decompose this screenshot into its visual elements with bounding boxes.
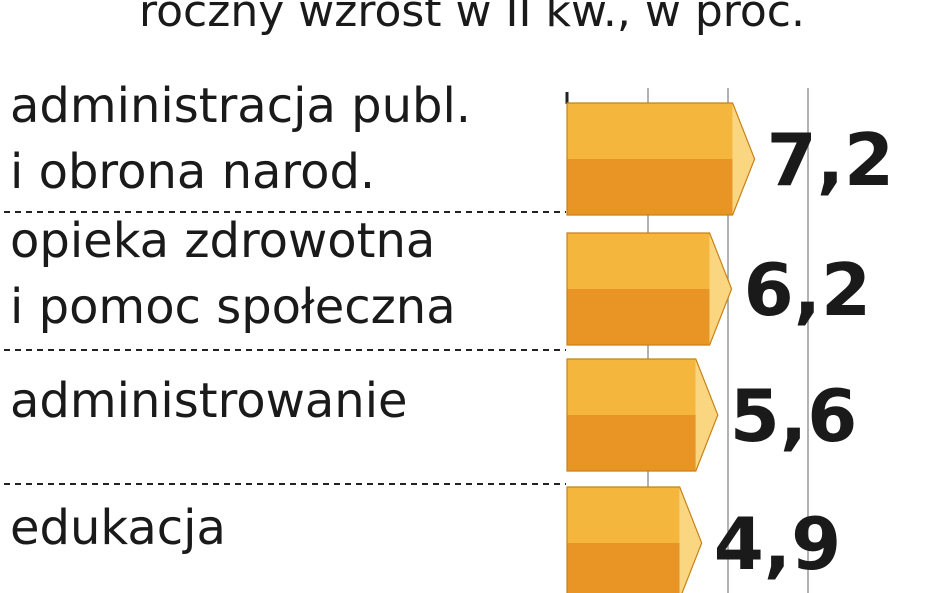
value-label-1: 7,2 [767, 118, 895, 202]
bar-3 [566, 358, 719, 472]
bar-side-face [709, 233, 732, 345]
category-label-line: administracja publ. [10, 78, 471, 134]
bar-bottom-face [567, 159, 733, 215]
bar-outline [566, 102, 756, 216]
bar-top-face [567, 103, 733, 159]
chart-title: roczny wzrost w II kw., w proc. [139, 0, 805, 37]
category-label-line: i pomoc społeczna [10, 279, 456, 335]
value-labels: 7,2 6,2 5,6 4,9 [714, 118, 894, 586]
bar-bottom-face [567, 415, 696, 471]
category-label-3: administrowanie [10, 373, 408, 429]
bar-outline [566, 358, 719, 472]
bar-1 [566, 102, 756, 216]
bar-top-face [567, 233, 710, 289]
bars [566, 102, 756, 593]
value-label-3: 5,6 [730, 374, 858, 458]
bar-outline [566, 486, 703, 593]
bar-side-face [679, 487, 702, 593]
category-label-4: edukacja [10, 500, 226, 556]
category-label-line: edukacja [10, 500, 226, 556]
bar-bottom-face [567, 289, 710, 345]
bar-4 [566, 486, 703, 593]
category-label-line: i obrona narod. [10, 144, 375, 200]
bar-side-face [695, 359, 718, 471]
category-label-line: administrowanie [10, 373, 408, 429]
value-label-2: 6,2 [744, 248, 872, 332]
category-label-2: opieka zdrowotna i pomoc społeczna [10, 213, 456, 335]
bar-side-face [732, 103, 755, 215]
category-labels: administracja publ. i obrona narod. opieka… [10, 78, 471, 556]
bar-top-face [567, 359, 696, 415]
category-label-line: opieka zdrowotna [10, 213, 435, 269]
bar-2 [566, 232, 733, 346]
value-label-4: 4,9 [714, 502, 842, 586]
category-label-1: administracja publ. i obrona narod. [10, 78, 471, 200]
bar-outline [566, 232, 733, 346]
row-separators [4, 92, 569, 485]
bar-bottom-face [567, 543, 680, 593]
bar-top-face [567, 487, 680, 543]
